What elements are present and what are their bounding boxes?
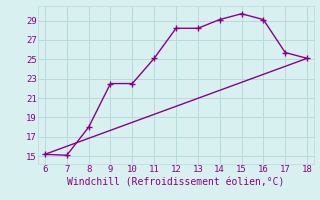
X-axis label: Windchill (Refroidissement éolien,°C): Windchill (Refroidissement éolien,°C) [67, 177, 285, 187]
